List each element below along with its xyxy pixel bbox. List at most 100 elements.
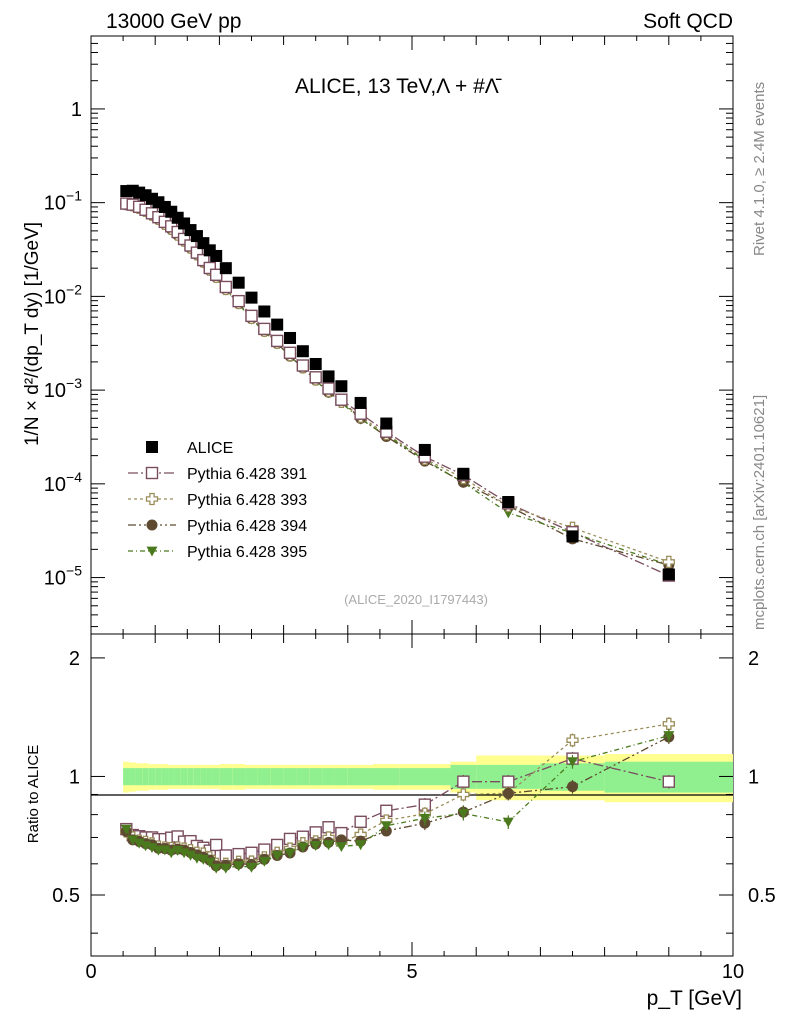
legend-label-1: Pythia 6.428 391 (187, 466, 307, 483)
ratio-point-series-4 (120, 824, 132, 835)
data-point-series-0 (502, 496, 515, 509)
x-axis-label: p_T [GeV] (647, 987, 742, 1010)
main-series-group (120, 184, 675, 582)
data-point-series-1 (309, 371, 322, 384)
stat-uncertainty-band (373, 768, 400, 786)
y-tick-label: 10−2 (44, 281, 82, 308)
legend: ALICE Pythia 6.428 391 Pythia 6.428 393 Pyt… (128, 440, 307, 561)
data-point-series-1 (219, 280, 233, 294)
stat-uncertainty-band (180, 768, 188, 786)
y-tick-label: 10−4 (44, 469, 82, 496)
ratio-y-tick-label: 0.5 (52, 885, 80, 907)
data-point-series-1 (184, 239, 197, 252)
legend-label-4: Pythia 6.428 395 (187, 544, 307, 561)
mcplots-label: mcplots.cern.ch [arXiv:2401.10621] (751, 395, 768, 630)
data-point-series-0 (296, 345, 309, 358)
legend-marker-3 (146, 519, 158, 531)
legend-marker-4 (146, 546, 158, 557)
ratio-point-series-4 (355, 840, 367, 851)
ratio-point-series-1 (354, 815, 367, 829)
y-tick-label: 10−5 (44, 563, 82, 590)
data-point-series-0 (271, 318, 284, 331)
ratio-point-series-4 (197, 854, 209, 865)
ratio-point-series-2 (566, 734, 579, 747)
axes: 0 5 10 10−5 10−4 10−3 10−2 10−1 1 0.5 0.5 1 1 2 2 (44, 35, 776, 983)
ratio-series-group (120, 717, 675, 874)
ratio-line-4 (125, 734, 669, 869)
x-tick-label: 10 (722, 961, 744, 983)
stat-uncertainty-band (399, 768, 451, 786)
ratio-point-series-4 (159, 845, 171, 856)
ratio-point-series-4 (419, 813, 431, 824)
data-point-series-0 (380, 417, 393, 430)
data-point-series-1 (283, 346, 297, 360)
data-point-series-1 (322, 382, 335, 395)
ratio-point-series-4 (335, 842, 347, 852)
ratio-point-series-4 (258, 856, 270, 867)
ratio-point-series-4 (133, 838, 145, 849)
ratio-y-tick-label-right: 2 (748, 648, 759, 670)
ratio-point-series-4 (502, 817, 514, 828)
data-point-series-0 (354, 396, 367, 409)
stat-uncertainty-band (193, 768, 201, 786)
stat-uncertainty-band (334, 768, 348, 786)
data-point-series-0 (245, 291, 258, 304)
stat-uncertainty-band (245, 768, 258, 786)
data-point-series-1 (270, 334, 284, 348)
analysis-id: (ALICE_2020_I1797443) (344, 592, 488, 607)
ratio-point-series-3 (567, 781, 578, 793)
stat-uncertainty-band (187, 768, 194, 786)
data-point-series-1 (203, 261, 216, 275)
y-tick-label: 10−1 (44, 188, 82, 215)
chart-title: ALICE, 13 TeV,Λ + #Λ̄ (295, 75, 502, 98)
ratio-point-series-4 (297, 842, 309, 853)
ratio-point-series-4 (323, 840, 335, 851)
stat-uncertainty-band (347, 768, 374, 786)
ratio-point-series-4 (185, 850, 197, 861)
stat-uncertainty-band (174, 768, 181, 786)
stat-uncertainty-band (219, 768, 233, 786)
data-point-series-0 (335, 380, 348, 393)
stat-uncertainty-band (161, 768, 169, 786)
ratio-y-tick-label: 1 (69, 766, 80, 788)
data-point-series-1 (258, 322, 271, 336)
data-point-series-0 (284, 331, 297, 344)
data-point-series-0 (418, 443, 431, 456)
ratio-point-series-1 (662, 775, 675, 788)
stat-uncertainty-band (135, 768, 143, 786)
stat-uncertainty-band (155, 768, 162, 786)
y-axis-label-ratio: Ratio to ALICE (25, 745, 42, 843)
ratio-point-series-4 (165, 848, 177, 859)
ratio-point-series-4 (310, 841, 322, 851)
ratio-point-series-4 (233, 861, 245, 872)
data-point-series-0 (662, 568, 675, 581)
ratio-point-series-4 (204, 857, 216, 868)
ratio-point-series-2 (457, 788, 470, 801)
stat-uncertainty-band (148, 768, 156, 786)
ratio-point-series-2 (662, 717, 675, 731)
data-point-series-1 (296, 359, 310, 372)
ratio-point-series-1 (502, 775, 515, 788)
header-left: 13000 GeV pp (106, 10, 241, 33)
data-point-series-1 (197, 253, 210, 267)
ratio-point-series-1 (322, 821, 335, 834)
ratio-point-series-4 (284, 848, 296, 859)
ratio-point-series-4 (210, 863, 222, 874)
stat-uncertainty-band (283, 768, 297, 786)
legend-label-0: ALICE (187, 440, 233, 457)
stat-uncertainty-band (168, 768, 175, 786)
legend-marker-0 (146, 441, 158, 453)
legend-label-3: Pythia 6.428 394 (187, 518, 307, 535)
header-right: Soft QCD (643, 10, 733, 33)
data-point-series-1 (209, 268, 223, 281)
ratio-y-tick-label-right: 0.5 (748, 885, 776, 907)
x-tick-label: 0 (85, 961, 96, 983)
y-axis-label-main: 1/N × d²/(dp_T dy) [1/GeV] (22, 222, 43, 446)
stat-uncertainty-band (200, 768, 207, 786)
y-tick-label: 10−3 (44, 375, 82, 402)
x-tick-label: 5 (406, 961, 417, 983)
ratio-y-tick-label: 2 (69, 648, 80, 670)
data-point-series-1 (335, 393, 348, 406)
data-point-series-1 (177, 232, 191, 246)
ratio-point-series-4 (457, 809, 469, 820)
